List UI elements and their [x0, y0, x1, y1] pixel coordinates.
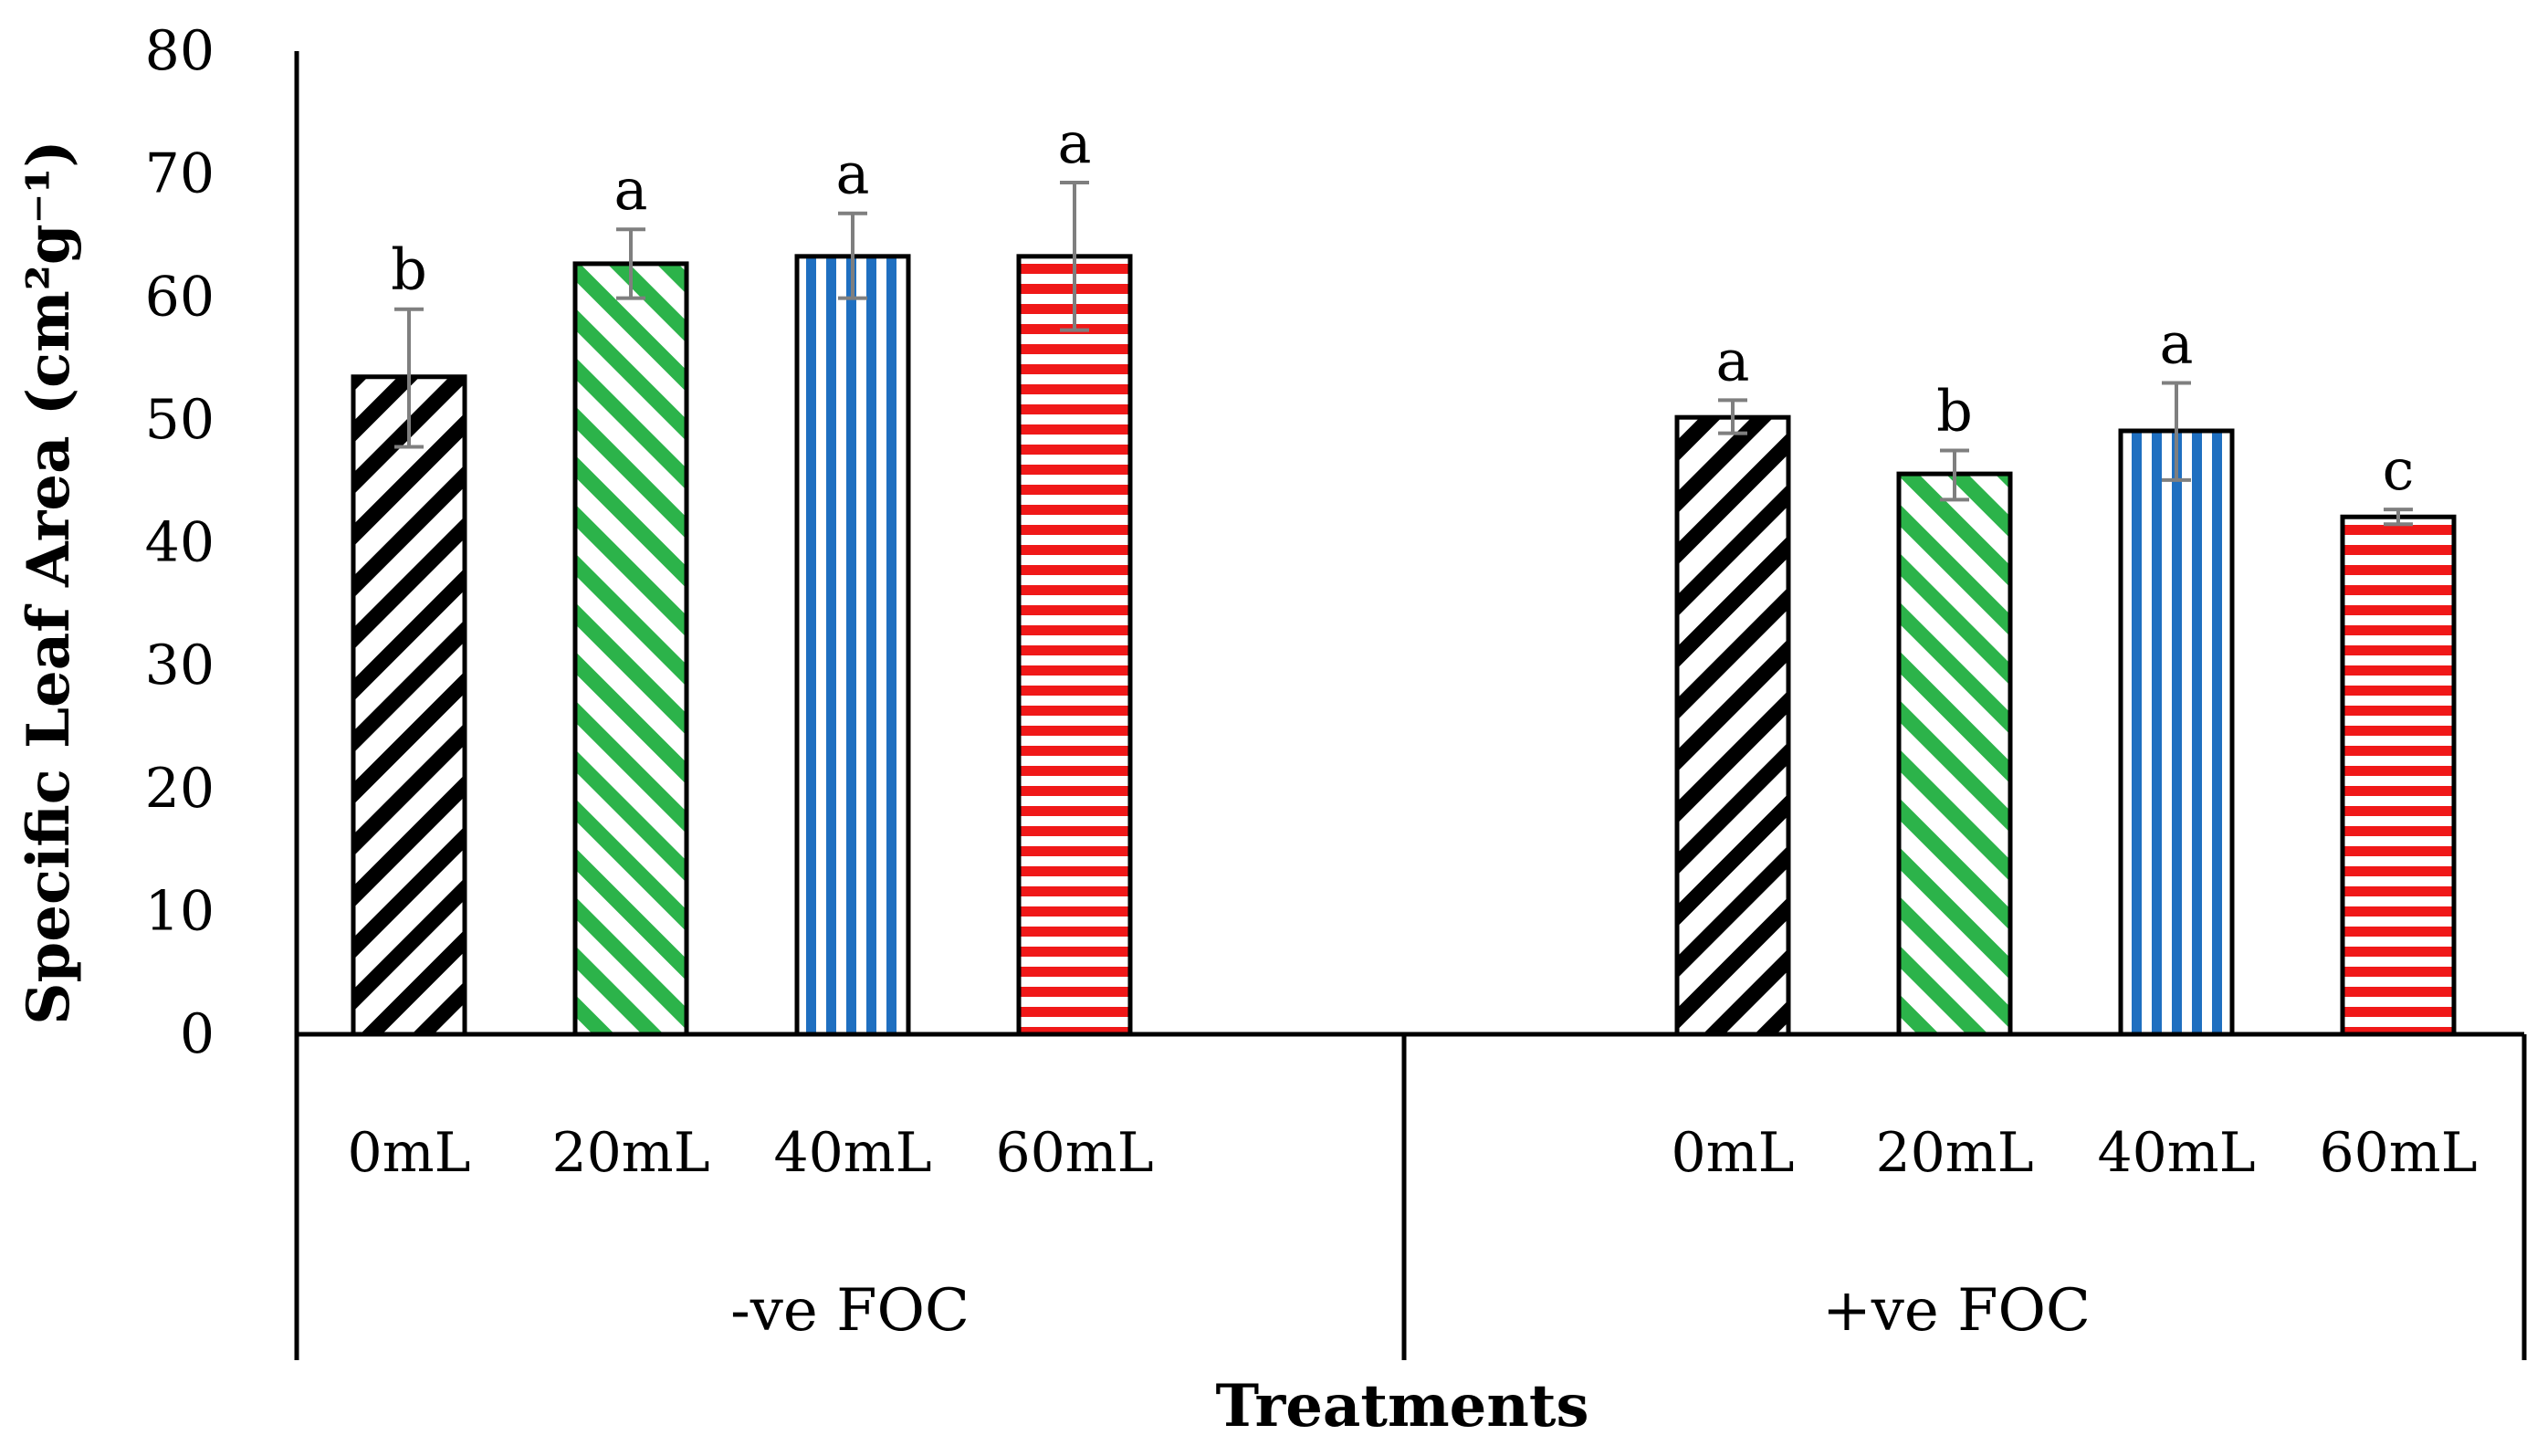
bar [1896, 471, 2013, 1037]
error-bar [1940, 448, 1969, 502]
bar [351, 374, 467, 1037]
significance-letter: a [1058, 110, 1092, 176]
bar [794, 254, 911, 1037]
y-tick-labels: 0 10 20 30 40 50 60 70 80 [145, 19, 215, 1066]
y-tick-label: 60 [145, 265, 215, 329]
y-tick-label: 70 [145, 142, 215, 206]
y-tick-label: 30 [145, 634, 215, 697]
error-bar [1718, 398, 1747, 435]
bar [1016, 254, 1133, 1037]
y-axis-title: Specific Leaf Area (cm²g⁻¹) [15, 140, 83, 1024]
y-axis: 0 10 20 30 40 50 60 70 80 [145, 19, 299, 1360]
bar [572, 261, 689, 1037]
group-label: -ve FOC [730, 1277, 970, 1345]
y-tick-label: 20 [145, 757, 215, 821]
bar [1674, 414, 1791, 1037]
significance-letter: a [2160, 309, 2194, 376]
y-tick-label: 10 [145, 879, 215, 943]
significance-letter: a [1716, 327, 1750, 393]
group-labels: -ve FOC +ve FOC [730, 1277, 2091, 1345]
x-tick-label: 60mL [2319, 1121, 2477, 1185]
significance-labels: b a a a a b a c [391, 110, 2414, 503]
bar [2340, 514, 2457, 1037]
x-tick-label: 0mL [348, 1121, 471, 1185]
error-bar [1060, 181, 1089, 332]
x-axis-title: Treatments [1216, 1372, 1589, 1440]
group-label: +ve FOC [1822, 1277, 2091, 1345]
bar [2118, 428, 2235, 1037]
significance-letter: b [1936, 378, 1973, 445]
y-tick-label: 80 [145, 19, 215, 83]
error-bar [616, 227, 645, 300]
significance-letter: c [2383, 436, 2415, 503]
significance-letter: a [614, 156, 648, 223]
error-bar [394, 307, 424, 449]
y-tick-label: 40 [145, 511, 215, 575]
y-tick-label: 0 [180, 1002, 215, 1066]
error-bar [2162, 381, 2191, 482]
x-tick-label: 60mL [995, 1121, 1153, 1185]
bars [351, 254, 2457, 1037]
error-bars [394, 181, 2413, 527]
significance-letter: b [391, 236, 427, 303]
significance-letter: a [836, 141, 870, 207]
x-tick-label: 0mL [1672, 1121, 1795, 1185]
x-tick-label: 20mL [551, 1121, 709, 1185]
y-tick-label: 50 [145, 388, 215, 452]
category-labels: 0mL 20mL 40mL 60mL 0mL 20mL 40mL 60mL [348, 1121, 2478, 1185]
x-tick-label: 40mL [2097, 1121, 2255, 1185]
error-bar [838, 211, 867, 300]
x-tick-label: 20mL [1875, 1121, 2033, 1185]
x-tick-label: 40mL [773, 1121, 931, 1185]
x-axis [294, 1032, 2527, 1360]
error-bar [2384, 508, 2413, 527]
